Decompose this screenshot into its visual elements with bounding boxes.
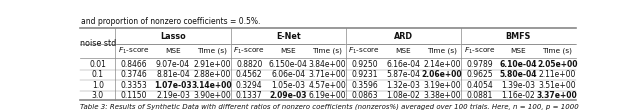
Text: ARD: ARD <box>394 32 413 41</box>
Text: 0.9789: 0.9789 <box>467 60 493 69</box>
Text: 6.10e-04: 6.10e-04 <box>500 60 537 69</box>
Text: $F_1$-score: $F_1$-score <box>234 46 265 56</box>
Text: 1.16e-02: 1.16e-02 <box>502 91 535 100</box>
Text: 2.91e+00: 2.91e+00 <box>193 60 230 69</box>
Text: E-Net: E-Net <box>276 32 300 41</box>
Text: 1.0: 1.0 <box>92 81 104 90</box>
Text: 4.57e+00: 4.57e+00 <box>308 81 346 90</box>
Text: 1.32e-03: 1.32e-03 <box>387 81 420 90</box>
Text: 0.9250: 0.9250 <box>351 60 378 69</box>
Text: 0.3353: 0.3353 <box>121 81 147 90</box>
Text: 0.8466: 0.8466 <box>121 60 147 69</box>
Text: 5.80e-04: 5.80e-04 <box>500 70 537 79</box>
Text: 8.81e-04: 8.81e-04 <box>156 70 190 79</box>
Text: 0.01: 0.01 <box>89 60 106 69</box>
Text: 2.88e+00: 2.88e+00 <box>193 70 230 79</box>
Text: 3.71e+00: 3.71e+00 <box>308 70 346 79</box>
Text: 0.3596: 0.3596 <box>351 81 378 90</box>
Text: 3.19e+00: 3.19e+00 <box>423 81 461 90</box>
Text: MSE: MSE <box>280 48 296 54</box>
Text: 2.05e+00: 2.05e+00 <box>537 60 577 69</box>
Text: 2.11e+00: 2.11e+00 <box>539 70 576 79</box>
Text: 0.3746: 0.3746 <box>121 70 147 79</box>
Text: 1.08e-02: 1.08e-02 <box>387 91 420 100</box>
Text: 2.14e+00: 2.14e+00 <box>424 60 461 69</box>
Text: Time (s): Time (s) <box>427 48 457 54</box>
Text: 3.84e+00: 3.84e+00 <box>308 60 346 69</box>
Text: Time (s): Time (s) <box>542 48 572 54</box>
Text: 6.150e-04: 6.150e-04 <box>269 60 308 69</box>
Text: 3.51e+00: 3.51e+00 <box>538 81 576 90</box>
Text: 0.8820: 0.8820 <box>236 60 262 69</box>
Text: noise std: noise std <box>79 39 116 48</box>
Text: Table 3: Results of Synthetic Data with different ratios of nonzero coefficients: Table 3: Results of Synthetic Data with … <box>80 104 579 110</box>
Text: 3.90e+00: 3.90e+00 <box>193 91 231 100</box>
Text: 0.4562: 0.4562 <box>236 70 262 79</box>
Text: Time (s): Time (s) <box>197 48 227 54</box>
Text: Lasso: Lasso <box>160 32 186 41</box>
Text: 9.07e-04: 9.07e-04 <box>156 60 190 69</box>
Text: 3.38e+00: 3.38e+00 <box>423 91 461 100</box>
Text: 0.9625: 0.9625 <box>467 70 493 79</box>
Text: $F_1$-score: $F_1$-score <box>118 46 150 56</box>
Text: BMFS: BMFS <box>506 32 531 41</box>
Text: 6.16e-04: 6.16e-04 <box>387 60 420 69</box>
Text: 0.1: 0.1 <box>92 70 104 79</box>
Text: and proportion of nonzero coefficients = 0.5%.: and proportion of nonzero coefficients =… <box>81 17 260 26</box>
Text: 0.4054: 0.4054 <box>466 81 493 90</box>
Text: 0.0881: 0.0881 <box>467 91 493 100</box>
Text: 0.1150: 0.1150 <box>121 91 147 100</box>
Text: 3.37e+00: 3.37e+00 <box>537 91 578 100</box>
Text: Time (s): Time (s) <box>312 48 342 54</box>
Text: 3.0: 3.0 <box>92 91 104 100</box>
Text: 0.0863: 0.0863 <box>351 91 378 100</box>
Text: 0.3294: 0.3294 <box>236 81 262 90</box>
Text: 5.87e-04: 5.87e-04 <box>387 70 420 79</box>
Text: 2.19e-03: 2.19e-03 <box>156 91 190 100</box>
Text: MSE: MSE <box>511 48 526 54</box>
Text: 0.9231: 0.9231 <box>351 70 378 79</box>
Text: $F_1$-score: $F_1$-score <box>463 46 495 56</box>
Text: MSE: MSE <box>165 48 181 54</box>
Text: 0.1337: 0.1337 <box>236 91 262 100</box>
Text: MSE: MSE <box>396 48 411 54</box>
Text: 1.05e-03: 1.05e-03 <box>271 81 305 90</box>
Text: 2.06e+00: 2.06e+00 <box>422 70 463 79</box>
Text: 6.19e+00: 6.19e+00 <box>308 91 346 100</box>
Text: $F_1$-score: $F_1$-score <box>348 46 380 56</box>
Text: 2.09e-03: 2.09e-03 <box>269 91 307 100</box>
Text: 6.06e-04: 6.06e-04 <box>271 70 305 79</box>
Text: 1.07e-03: 1.07e-03 <box>154 81 192 90</box>
Text: 1.39e-03: 1.39e-03 <box>501 81 536 90</box>
Text: 3.14e+00: 3.14e+00 <box>191 81 232 90</box>
